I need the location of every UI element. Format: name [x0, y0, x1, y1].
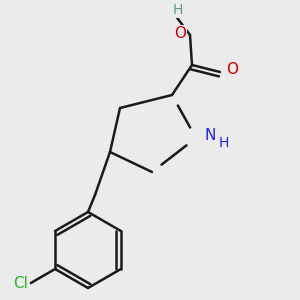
Text: Cl: Cl — [14, 275, 28, 290]
Text: O: O — [174, 26, 186, 40]
Text: N: N — [204, 128, 216, 143]
Text: H: H — [173, 3, 183, 17]
Text: O: O — [226, 62, 238, 77]
Text: H: H — [219, 136, 229, 150]
